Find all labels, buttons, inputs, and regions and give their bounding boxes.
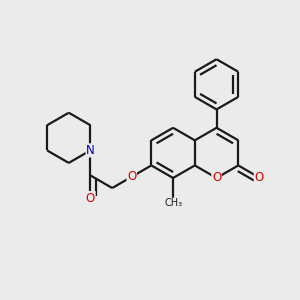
Text: O: O [86,192,95,205]
Text: O: O [254,171,264,184]
Text: N: N [86,144,95,157]
Text: O: O [127,170,136,183]
Text: O: O [212,172,221,184]
Text: CH₃: CH₃ [164,198,182,208]
